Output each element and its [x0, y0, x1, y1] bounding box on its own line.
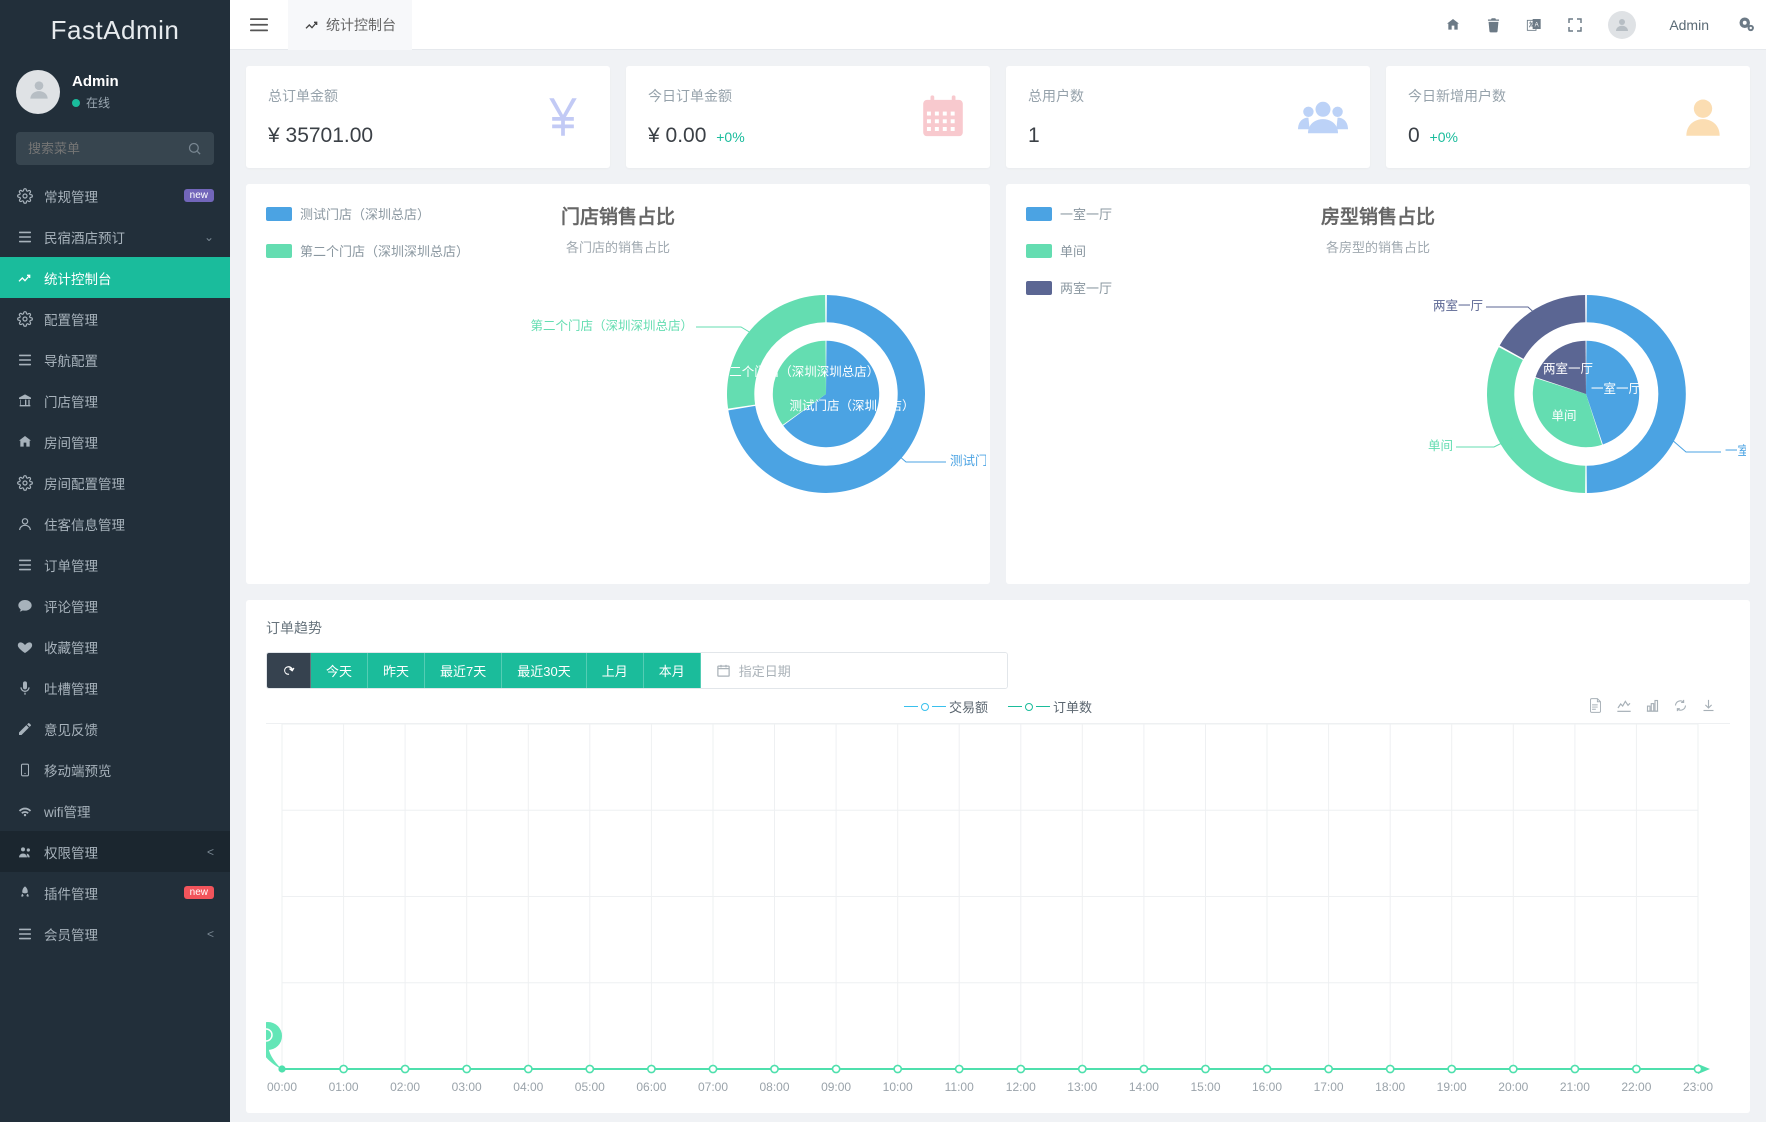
- svg-text:12:00: 12:00: [1006, 1080, 1036, 1094]
- svg-text:00:00: 00:00: [267, 1080, 297, 1094]
- svg-text:13:00: 13:00: [1067, 1080, 1097, 1094]
- svg-text:23:00: 23:00: [1683, 1080, 1713, 1094]
- svg-text:22:00: 22:00: [1621, 1080, 1651, 1094]
- svg-text:一室一厅: 一室一厅: [1591, 381, 1641, 396]
- svg-text:08:00: 08:00: [759, 1080, 789, 1094]
- svg-text:10:00: 10:00: [883, 1080, 913, 1094]
- svg-text:两室一厅: 两室一厅: [1433, 298, 1483, 313]
- svg-text:05:00: 05:00: [575, 1080, 605, 1094]
- svg-text:01:00: 01:00: [329, 1080, 359, 1094]
- svg-text:21:00: 21:00: [1560, 1080, 1590, 1094]
- svg-text:16:00: 16:00: [1252, 1080, 1282, 1094]
- svg-text:第二个门店（深圳深圳总店）: 第二个门店（深圳深圳总店）: [530, 318, 693, 333]
- svg-text:单间: 单间: [1551, 409, 1576, 423]
- svg-text:单间: 单间: [1428, 439, 1453, 453]
- svg-text:06:00: 06:00: [636, 1080, 666, 1094]
- svg-text:07:00: 07:00: [698, 1080, 728, 1094]
- svg-text:03:00: 03:00: [452, 1080, 482, 1094]
- svg-text:20:00: 20:00: [1498, 1080, 1528, 1094]
- svg-text:A: A: [1535, 22, 1539, 28]
- svg-text:15:00: 15:00: [1190, 1080, 1220, 1094]
- svg-text:04:00: 04:00: [513, 1080, 543, 1094]
- svg-text:02:00: 02:00: [390, 1080, 420, 1094]
- svg-text:测试门店（深圳总店）: 测试门店（深圳总店）: [789, 398, 914, 413]
- svg-text:11:00: 11:00: [945, 1080, 974, 1094]
- svg-text:测试门店（深圳总: 测试门店（深圳总: [950, 453, 986, 468]
- svg-text:第二个门店（深圳深圳总店）: 第二个门店（深圳深圳总店）: [717, 364, 880, 379]
- svg-text:18:00: 18:00: [1375, 1080, 1405, 1094]
- svg-text:两室一厅: 两室一厅: [1543, 361, 1593, 376]
- svg-text:19:00: 19:00: [1437, 1080, 1467, 1094]
- svg-text:17:00: 17:00: [1314, 1080, 1344, 1094]
- svg-text:一室一厅: 一室一厅: [1725, 443, 1746, 458]
- svg-text:09:00: 09:00: [821, 1080, 851, 1094]
- svg-text:14:00: 14:00: [1129, 1080, 1159, 1094]
